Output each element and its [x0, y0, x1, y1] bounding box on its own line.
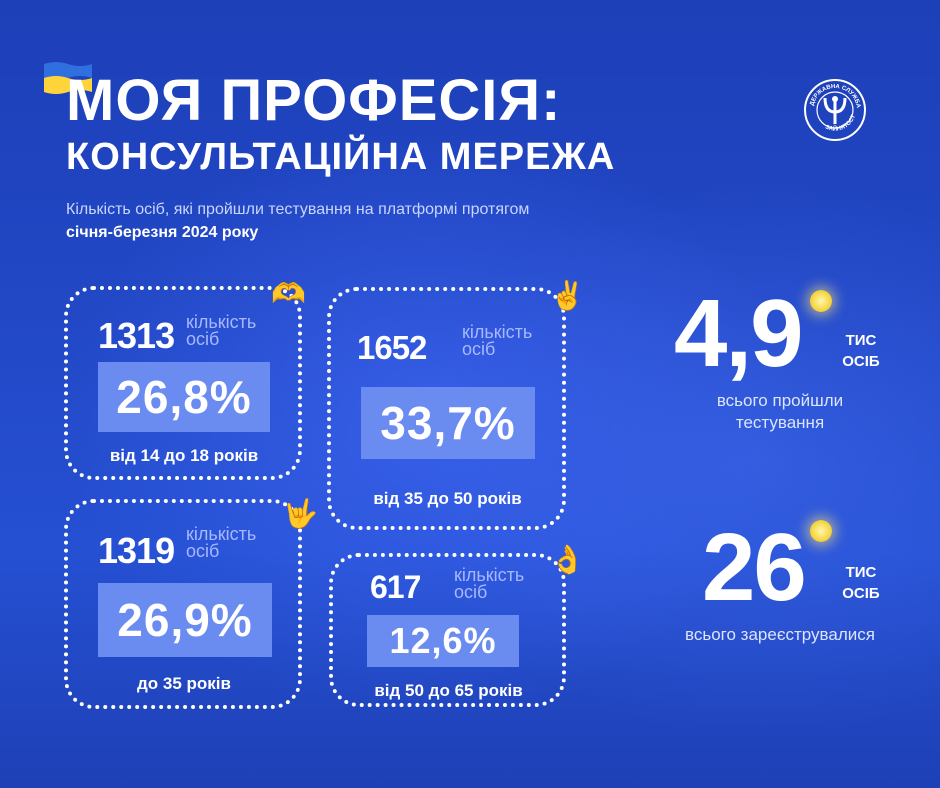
people-label: кількість осіб: [186, 524, 257, 561]
people-label: кількість осіб: [186, 312, 257, 349]
page-subtitle: КОНСУЛЬТАЦІЙНА МЕРЕЖА: [66, 136, 616, 178]
unit-people: ОСІБ: [842, 353, 880, 370]
unit-people: ОСІБ: [842, 585, 880, 602]
ok-hand-emoji-icon: 👌: [550, 544, 585, 575]
ukraine-flag-icon: [44, 62, 92, 94]
total-tested-caption: всього пройшли тестування: [680, 390, 880, 434]
description-line1: Кількість осіб, які пройшли тестування н…: [66, 201, 530, 218]
victory-hand-emoji-icon: ✌️: [550, 280, 585, 311]
people-count: 617: [370, 569, 421, 605]
percent-box: 33,7%: [361, 387, 535, 459]
people-label: кількість осіб: [462, 322, 533, 359]
caption-line2: тестування: [735, 413, 825, 432]
description: Кількість осіб, які пройшли тестування н…: [66, 198, 529, 244]
total-tested-value: 4,9: [674, 280, 803, 387]
percent-box: 26,9%: [98, 583, 272, 657]
unit-thousand: ТИС: [845, 332, 877, 349]
unit-thousand: ТИС: [845, 564, 877, 581]
stat-card-35-50: 1652 кількість осіб 33,7% від 35 до 50 р…: [327, 287, 566, 530]
employment-service-logo-icon: ДЕРЖАВНА СЛУЖБА ЗАЙНЯТОСТІ: [803, 78, 866, 141]
percent-box: 26,8%: [98, 362, 270, 432]
people-count: 1313: [98, 315, 175, 356]
percent-box: 12,6%: [367, 615, 519, 667]
age-range: від 50 до 65 років: [374, 681, 523, 700]
people-label: кількість осіб: [454, 565, 525, 602]
age-range: до 35 років: [137, 674, 231, 693]
page-title: МОЯ ПРОФЕСІЯ:: [66, 68, 562, 133]
caption-line1: всього пройшли: [716, 391, 844, 410]
total-registered-caption: всього зареєструвалися: [664, 624, 896, 646]
people-count: 1319: [98, 530, 175, 571]
total-tested-unit: ТИС ОСІБ: [836, 330, 886, 372]
description-period: січня-березня 2024 року: [66, 224, 259, 241]
highlight-dot: [810, 520, 832, 542]
total-registered-value: 26: [702, 514, 807, 621]
stat-card-under-35: 1319 кількість осіб 26,9% до 35 років: [64, 499, 302, 709]
caption-line1: всього зареєструвалися: [685, 625, 875, 644]
age-range: від 14 до 18 років: [109, 446, 259, 465]
stat-card-50-65: 617 кількість осіб 12,6% від 50 до 65 ро…: [329, 553, 566, 707]
people-count: 1652: [357, 329, 427, 366]
stat-card-14-18: 1313 кількість осіб 26,8% від 14 до 18 р…: [64, 286, 302, 480]
love-you-gesture-emoji-icon: 🤟: [283, 498, 318, 529]
highlight-dot: [810, 290, 832, 312]
age-range: від 35 до 50 років: [373, 489, 522, 508]
total-registered-unit: ТИС ОСІБ: [836, 562, 886, 604]
heart-hands-emoji-icon: 🫶: [271, 278, 306, 309]
